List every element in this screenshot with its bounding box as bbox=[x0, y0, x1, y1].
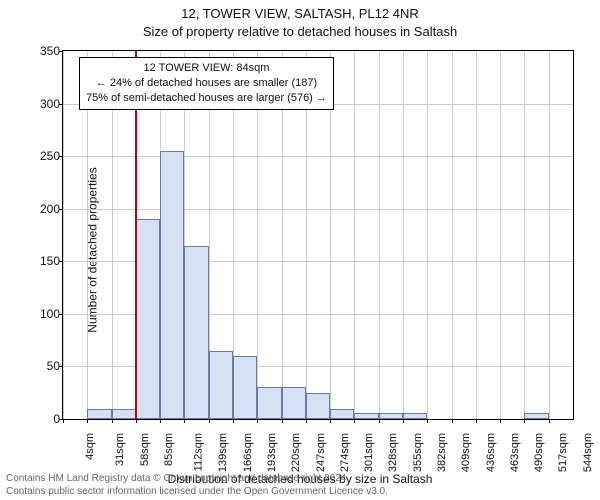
xtick-mark bbox=[330, 419, 331, 423]
histogram-bar bbox=[160, 151, 184, 419]
annotation-line: 75% of semi-detached houses are larger (… bbox=[86, 91, 327, 106]
gridline-v bbox=[63, 51, 64, 419]
ytick-label: 0 bbox=[10, 412, 60, 426]
histogram-bar bbox=[282, 387, 306, 419]
xtick-label: 463sqm bbox=[509, 433, 521, 472]
xtick-label: 85sqm bbox=[163, 433, 175, 466]
xtick-label: 112sqm bbox=[192, 433, 204, 471]
histogram-bar bbox=[306, 393, 330, 419]
histogram-bar bbox=[233, 356, 257, 419]
histogram-bar bbox=[354, 413, 378, 419]
xtick-label: 355sqm bbox=[412, 433, 424, 472]
histogram-bar bbox=[112, 409, 136, 420]
ytick-label: 300 bbox=[10, 97, 60, 111]
xtick-mark bbox=[549, 419, 550, 423]
xtick-mark bbox=[427, 419, 428, 423]
xtick-label: 409sqm bbox=[460, 433, 472, 472]
ytick-label: 200 bbox=[10, 202, 60, 216]
xtick-label: 436sqm bbox=[485, 433, 497, 472]
annotation-line: 12 TOWER VIEW: 84sqm bbox=[86, 61, 327, 76]
ytick-label: 100 bbox=[10, 307, 60, 321]
gridline-v bbox=[524, 51, 525, 419]
xtick-label: 193sqm bbox=[266, 433, 278, 472]
xtick-label: 382sqm bbox=[436, 433, 448, 472]
xtick-mark bbox=[354, 419, 355, 423]
chart-title: 12, TOWER VIEW, SALTASH, PL12 4NR bbox=[0, 6, 600, 21]
xtick-label: 166sqm bbox=[242, 433, 254, 472]
xtick-mark bbox=[87, 419, 88, 423]
footer-line-2: Contains public sector information licen… bbox=[6, 486, 388, 499]
xtick-mark bbox=[452, 419, 453, 423]
xtick-label: 4sqm bbox=[84, 433, 96, 460]
gridline-v bbox=[549, 51, 550, 419]
xtick-label: 220sqm bbox=[290, 433, 302, 472]
xtick-mark bbox=[403, 419, 404, 423]
ytick-label: 150 bbox=[10, 254, 60, 268]
xtick-mark bbox=[282, 419, 283, 423]
gridline-v bbox=[476, 51, 477, 419]
xtick-mark bbox=[233, 419, 234, 423]
xtick-label: 247sqm bbox=[315, 433, 327, 472]
xtick-label: 274sqm bbox=[339, 433, 351, 472]
xtick-mark bbox=[209, 419, 210, 423]
xtick-label: 328sqm bbox=[388, 433, 400, 472]
xtick-mark bbox=[63, 419, 64, 423]
xtick-mark bbox=[379, 419, 380, 423]
gridline-v bbox=[500, 51, 501, 419]
histogram-bar bbox=[257, 387, 281, 419]
xtick-mark bbox=[112, 419, 113, 423]
footer-line-1: Contains HM Land Registry data © Crown c… bbox=[6, 473, 388, 486]
xtick-mark bbox=[476, 419, 477, 423]
gridline-v bbox=[379, 51, 380, 419]
xtick-mark bbox=[184, 419, 185, 423]
ytick-label: 250 bbox=[10, 149, 60, 163]
histogram-bar bbox=[403, 413, 427, 419]
gridline-v bbox=[452, 51, 453, 419]
xtick-label: 139sqm bbox=[218, 433, 230, 472]
xtick-label: 490sqm bbox=[533, 433, 545, 472]
xtick-label: 31sqm bbox=[114, 433, 126, 466]
xtick-mark bbox=[306, 419, 307, 423]
annotation-box: 12 TOWER VIEW: 84sqm← 24% of detached ho… bbox=[79, 57, 334, 110]
xtick-mark bbox=[136, 419, 137, 423]
xtick-label: 301sqm bbox=[363, 433, 375, 472]
histogram-bar bbox=[87, 409, 111, 420]
histogram-bar bbox=[524, 413, 548, 419]
xtick-label: 517sqm bbox=[558, 433, 570, 472]
gridline-v bbox=[427, 51, 428, 419]
xtick-label: 58sqm bbox=[139, 433, 151, 466]
xtick-label: 544sqm bbox=[582, 433, 594, 472]
gridline-h bbox=[63, 209, 573, 210]
histogram-bar bbox=[209, 351, 233, 419]
histogram-bar bbox=[330, 409, 354, 420]
gridline-v bbox=[354, 51, 355, 419]
ytick-label: 350 bbox=[10, 44, 60, 58]
gridline-v bbox=[403, 51, 404, 419]
histogram-bar bbox=[136, 219, 160, 419]
plot-area: 12 TOWER VIEW: 84sqm← 24% of detached ho… bbox=[62, 50, 574, 420]
annotation-line: ← 24% of detached houses are smaller (18… bbox=[86, 76, 327, 91]
footer-attribution: Contains HM Land Registry data © Crown c… bbox=[6, 473, 388, 498]
xtick-mark bbox=[257, 419, 258, 423]
xtick-mark bbox=[160, 419, 161, 423]
chart-subtitle: Size of property relative to detached ho… bbox=[0, 24, 600, 39]
gridline-h bbox=[63, 156, 573, 157]
histogram-bar bbox=[379, 413, 403, 419]
ytick-label: 50 bbox=[10, 359, 60, 373]
xtick-mark bbox=[500, 419, 501, 423]
histogram-bar bbox=[184, 246, 208, 419]
xtick-mark bbox=[524, 419, 525, 423]
